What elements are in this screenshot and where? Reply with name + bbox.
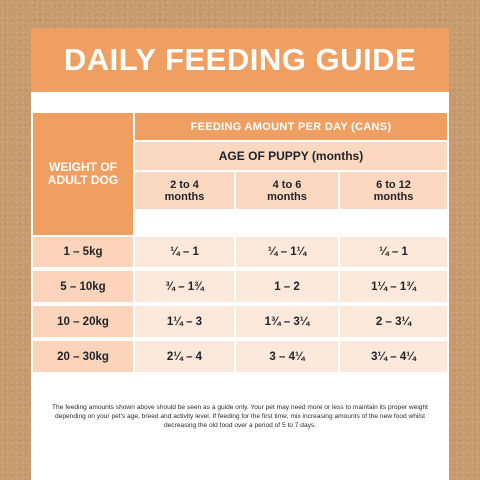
feeding-value-cell: 3 – 4¼ [236,341,338,372]
feeding-value-cell: 1¼ – 3 [135,306,234,337]
feeding-value-cell: 2¼ – 4 [135,341,234,372]
age-of-puppy-header: AGE OF PUPPY (months) [135,142,447,170]
age-column-header: 4 to 6 months [236,172,338,209]
age-column-header: 6 to 12 months [340,172,447,209]
feeding-value-cell: ¼ – 1¼ [236,237,338,267]
feeding-value-cell: 3¼ – 4¼ [340,341,447,372]
feeding-disclaimer: The feeding amounts shown above should b… [52,404,428,429]
feeding-amount-header: FEEDING AMOUNT PER DAY (CANS) [135,113,447,140]
weight-cell: 20 – 30kg [33,341,133,372]
feeding-value-cell: ¾ – 1¾ [135,271,234,302]
feeding-value-cell: 1¾ – 3¼ [236,306,338,337]
feeding-value-cell: 2 – 3¼ [340,306,447,337]
weight-cell: 1 – 5kg [33,237,133,267]
age-column-header: 2 to 4 months [135,172,234,209]
feeding-value-cell: 1 – 2 [236,271,338,302]
weight-cell: 5 – 10kg [33,271,133,302]
title-banner: DAILY FEEDING GUIDE [31,28,449,92]
weight-column-header: WEIGHT OF ADULT DOG [33,113,133,235]
feeding-value-cell: ¼ – 1 [135,237,234,267]
feeding-value-cell: ¼ – 1 [340,237,447,267]
feeding-value-cell: 1¼ – 1¾ [340,271,447,302]
weight-cell: 10 – 20kg [33,306,133,337]
page-title: DAILY FEEDING GUIDE [63,42,417,77]
feeding-guide-card: DAILY FEEDING GUIDE WEIGHT OF ADULT DOG … [31,28,449,480]
